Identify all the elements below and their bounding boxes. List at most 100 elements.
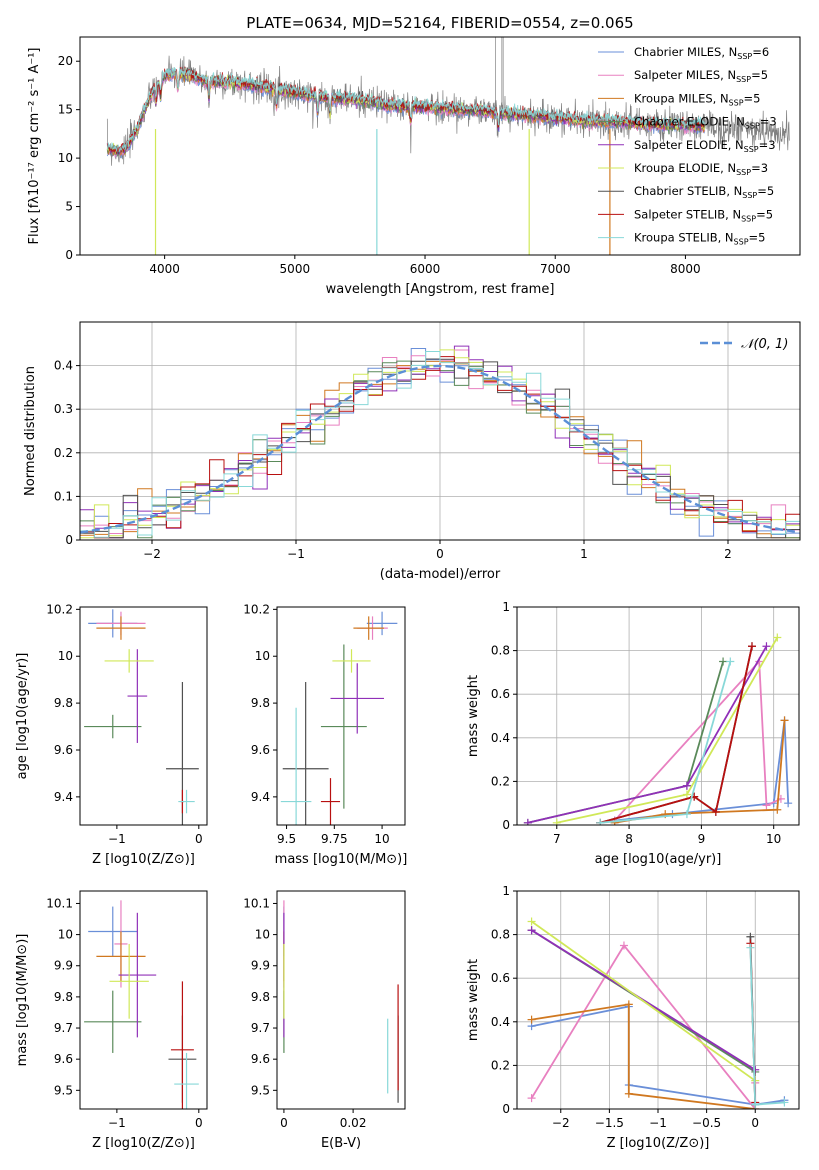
plot-area-age-vs-mass (280, 611, 398, 825)
legend-entry-label: Kroupa ELODIE, N (634, 161, 736, 175)
legend-entry-label: Salpeter ELODIE, N (634, 138, 744, 152)
mass-weight-point-marker (552, 818, 561, 825)
y-tick-label: 0.3 (54, 402, 73, 416)
y-axis-label: mass weight (466, 959, 481, 1041)
legend-entry-subscript: SSP (736, 168, 751, 177)
mass-weight-point-marker (624, 1000, 633, 1009)
y-tick-label: 10 (58, 649, 73, 663)
panel-residual-histogram: −2 −1 0 1 2 0 0.1 0.2 0.3 0.4 (data-model)/error No… (23, 321, 801, 582)
plot-area-mass-vs-Z (84, 900, 199, 1109)
mass-weight-series-line (613, 659, 782, 822)
legend-entry-subscript: SSP (734, 238, 749, 247)
mass-weight-point-marker (527, 926, 536, 935)
x-tick-label: −1 (108, 832, 126, 846)
panel-spectrum: 4000 5000 6000 7000 8000 0 5 10 15 20 wavelength [… (27, 36, 801, 297)
x-tick-label: 9.75 (321, 832, 348, 846)
legend-entry-suffix: =3 (760, 115, 777, 129)
legend-entry-label: Salpeter MILES, N (634, 68, 736, 82)
mass-weight-point-marker (748, 642, 756, 651)
legend-entry-label: Chabrier STELIB, N (634, 184, 742, 198)
mass-weight-point-marker (711, 807, 720, 816)
mass-weight-point-marker (784, 799, 793, 808)
legend-entry-normal: 𝒩(0, 1) (741, 337, 788, 352)
legend-entry: Chabrier STELIB, NSSP=5 (634, 184, 774, 200)
x-tick-label: −1 (649, 1116, 667, 1130)
plot-area-residual-histogram (80, 345, 800, 539)
y-tick-label: 9.8 (54, 990, 73, 1004)
y-tick-label: 10.1 (46, 896, 73, 910)
plot-area-age-vs-Z (84, 609, 199, 825)
y-tick-label: 0 (502, 818, 510, 832)
legend-entry-suffix: =6 (752, 45, 769, 59)
mass-weight-series-line (527, 645, 768, 824)
legend-entry-subscript: SSP (729, 98, 744, 107)
axes-frame (516, 890, 800, 1110)
mass-weight-point-marker (682, 810, 691, 819)
x-tick-label: −2 (143, 547, 161, 561)
legend-entry-suffix: =5 (749, 231, 766, 245)
y-tick-label: 10.2 (46, 602, 73, 616)
y-tick-label: 20 (58, 54, 73, 68)
x-tick-label: 9 (698, 832, 706, 846)
mass-weight-point-marker (780, 1098, 789, 1107)
mass-weight-series-line (530, 943, 757, 1109)
legend-entry-label: Kroupa STELIB, N (634, 231, 734, 245)
mass-weight-point-marker (762, 642, 771, 651)
legend-entry: Salpeter ELODIE, NSSP=3 (634, 138, 776, 154)
x-axis-label: wavelength [Angstrom, rest frame] (326, 282, 555, 297)
x-axis-label: age [log10(age/yr)] (595, 852, 722, 867)
y-tick-label: 9.5 (251, 1083, 270, 1097)
y-tick-label: 0.2 (54, 446, 73, 460)
y-tick-label: 0 (65, 248, 73, 262)
y-tick-label: 9.6 (251, 1052, 270, 1066)
legend-entry-subscript: SSP (737, 52, 752, 61)
x-tick-label: −1 (108, 1116, 126, 1130)
y-tick-label: 10 (58, 151, 73, 165)
y-tick-label: 10 (58, 928, 73, 942)
x-tick-label: 0 (280, 1116, 288, 1130)
legend-entry-suffix: =3 (759, 138, 776, 152)
x-tick-label: 0 (195, 1116, 203, 1130)
axes-frame (79, 36, 801, 256)
x-axis-label: E(B-V) (321, 1136, 361, 1151)
y-tick-label: 9.7 (251, 1021, 270, 1035)
y-axis-label: Flux [fλ10⁻¹⁷ erg cm⁻² s⁻¹ A⁻¹] (27, 48, 42, 245)
y-tick-label: 0.8 (491, 928, 510, 942)
x-tick-label: 0 (751, 1116, 759, 1130)
x-axis-label: Z [log10(Z/Z⊙)] (607, 1136, 710, 1151)
y-tick-label: 0.2 (491, 1058, 510, 1072)
x-tick-label: 7 (553, 832, 561, 846)
mass-weight-point-marker (682, 790, 691, 799)
x-tick-label: 0.02 (340, 1116, 367, 1130)
y-tick-label: 10 (255, 928, 270, 942)
y-tick-label: 0 (65, 533, 73, 547)
x-axis-label: mass [log10(M/M⊙)] (275, 852, 408, 867)
axes-frame (79, 606, 208, 826)
y-tick-label: 10.1 (243, 896, 270, 910)
x-tick-label: 6000 (410, 262, 441, 276)
x-tick-label: 0 (436, 547, 444, 561)
y-tick-label: 9.8 (251, 696, 270, 710)
y-tick-label: 1 (502, 884, 510, 898)
mass-weight-point-marker (746, 943, 755, 952)
panel-mass-vs-Z: −1 0 9.5 9.6 9.7 9.8 9.9 10 10.1 Z [log10(Z/Z⊙)] m… (15, 890, 208, 1151)
mass-weight-point-marker (773, 633, 782, 642)
panel-age-vs-Z: −1 0 9.4 9.6 9.8 10 10.2 Z [log10(Z/Z⊙)] age [lo… (15, 602, 208, 867)
x-tick-label: −2 (552, 1116, 570, 1130)
legend-entry: Salpeter MILES, NSSP=5 (634, 68, 768, 84)
mass-weight-point-marker (751, 1065, 760, 1074)
mass-weight-series-line (599, 646, 753, 824)
mass-weight-point-marker (726, 657, 735, 666)
y-axis-label: mass [log10(M/M⊙)] (15, 934, 30, 1067)
mass-weight-series-line (531, 920, 756, 1082)
y-tick-label: 0.8 (491, 644, 510, 658)
axes-frame (276, 606, 406, 826)
figure-title: PLATE=0634, MJD=52164, FIBERID=0554, z=0… (246, 14, 633, 32)
mass-weight-point-marker (751, 1100, 760, 1109)
x-tick-label: −1 (287, 547, 305, 561)
x-tick-label: 9.5 (277, 832, 296, 846)
legend-entry: Chabrier ELODIE, NSSP=3 (634, 115, 777, 131)
y-tick-label: 9.4 (251, 790, 270, 804)
